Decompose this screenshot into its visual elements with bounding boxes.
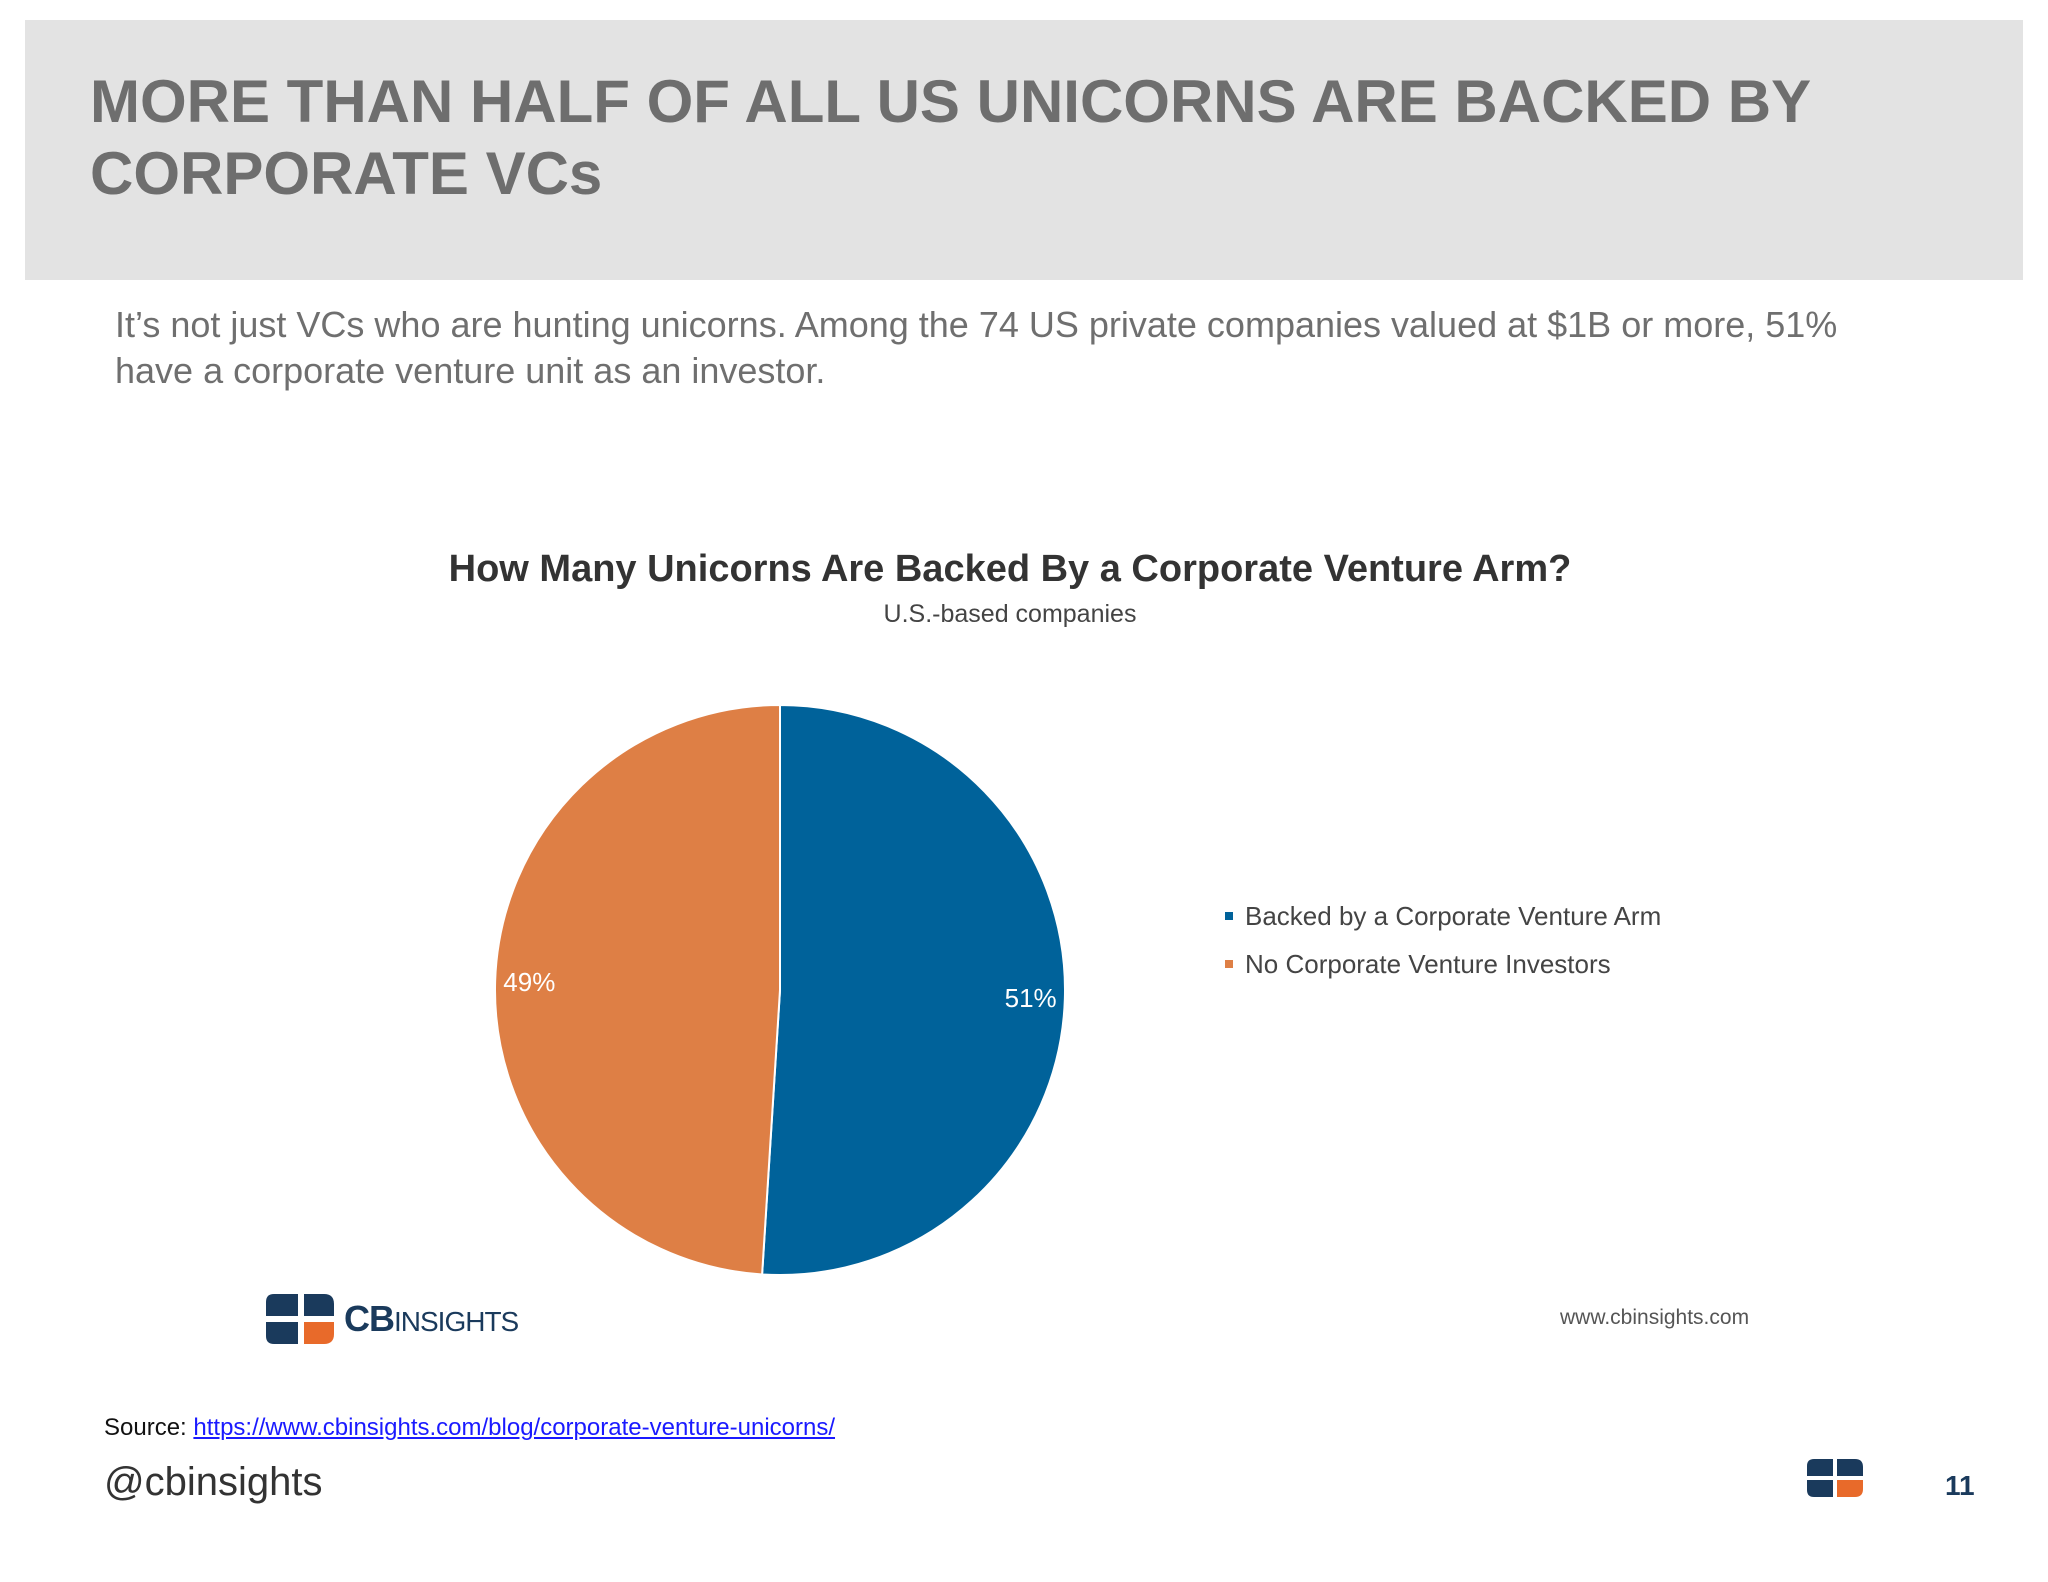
chart-title: How Many Unicorns Are Backed By a Corpor… [448,548,1572,590]
legend-swatch-not-backed [1225,960,1233,968]
chart-subtitle: U.S.-based companies [883,600,1137,628]
source-line: Source: https://www.cbinsights.com/blog/… [104,1414,835,1442]
pie-label-not-backed: 49% [503,967,555,997]
source-label: Source: [104,1414,187,1441]
cb-insights-logo: CBINSIGHTS [264,1292,519,1346]
page-number: 11 [1945,1470,1975,1501]
slide-title: MORE THAN HALF OF ALL US UNICORNS ARE BA… [90,68,1811,207]
title-band [25,20,2023,280]
pie-slice-not-backed [494,703,781,1276]
cb-insights-logo-icon [266,1294,334,1344]
legend-swatch-backed [1225,912,1233,920]
chart-area: 51% 49% How Many Unicorns Are Backed By a… [240,530,1840,1360]
cb-insights-mark-icon [1807,1459,1863,1497]
twitter-handle: @cbinsights [104,1460,323,1504]
chart-footer-url: www.cbinsights.com [1560,1306,1750,1329]
pie-chart: 51% 49% [494,703,1066,1276]
pie-slice-backed [761,703,1066,1276]
chart-legend: Backed by a Corporate Venture Arm No Cor… [1225,892,1661,988]
cb-insights-wordmark: CBINSIGHTS [344,1298,519,1339]
legend-item-not-backed: No Corporate Venture Investors [1225,940,1661,988]
pie-label-backed: 51% [1005,983,1057,1013]
source-link[interactable]: https://www.cbinsights.com/blog/corporat… [193,1414,836,1441]
legend-item-backed: Backed by a Corporate Venture Arm [1225,892,1661,940]
legend-label-not-backed: No Corporate Venture Investors [1245,948,1611,979]
legend-label-backed: Backed by a Corporate Venture Arm [1245,900,1662,931]
lead-text: It’s not just VCs who are hunting unicor… [115,304,1838,391]
